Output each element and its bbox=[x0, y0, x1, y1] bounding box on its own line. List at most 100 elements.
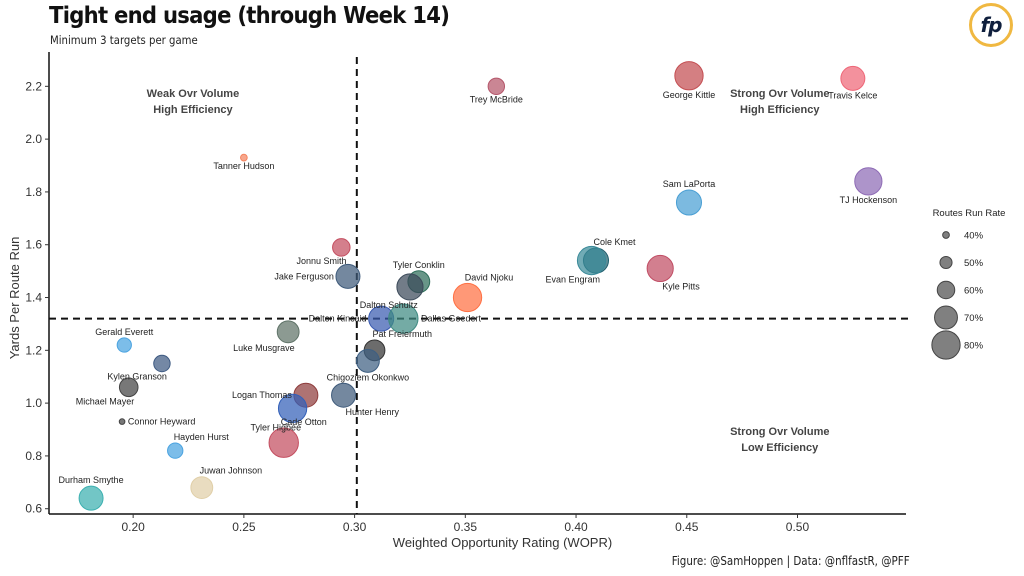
legend-title: Routes Run Rate bbox=[933, 208, 1006, 219]
point-label: Dallas Goedert bbox=[421, 314, 482, 324]
data-point bbox=[840, 65, 866, 91]
reference-lines bbox=[49, 57, 908, 514]
figure-caption: Figure: @SamHoppen | Data: @nflfastR, @P… bbox=[672, 554, 910, 568]
point-label: Michael Mayer bbox=[76, 397, 135, 407]
legend-label: 50% bbox=[964, 258, 984, 269]
quadrant-label: Strong Ovr Volume High Efficiency bbox=[730, 88, 829, 116]
fantasypros-logo: fp bbox=[969, 3, 1013, 47]
point-label: Kylen Granson bbox=[107, 372, 167, 382]
data-point bbox=[388, 303, 419, 334]
data-points bbox=[78, 61, 883, 511]
data-point bbox=[118, 377, 139, 398]
y-tick-label: 1.2 bbox=[25, 343, 42, 357]
data-point bbox=[268, 427, 299, 458]
data-point bbox=[675, 189, 703, 216]
data-point bbox=[78, 485, 104, 511]
point-label: Tanner Hudson bbox=[213, 161, 274, 171]
point-label: George Kittle bbox=[663, 90, 716, 100]
point-label: Tyler Higbee bbox=[251, 423, 302, 433]
quadrant-label-line: High Efficiency bbox=[740, 104, 820, 116]
point-label: Dalton Schultz bbox=[360, 300, 419, 310]
logo-text: fp bbox=[980, 13, 1002, 37]
quadrant-label-line: Strong Ovr Volume bbox=[730, 426, 829, 438]
point-label: Jonnu Smith bbox=[297, 256, 347, 266]
x-tick-label: 0.30 bbox=[343, 520, 367, 534]
legend-label: 70% bbox=[964, 313, 984, 324]
data-point bbox=[854, 167, 883, 196]
point-label: Tyler Conklin bbox=[393, 260, 445, 270]
data-point bbox=[240, 153, 248, 162]
x-tick-label: 0.20 bbox=[121, 520, 145, 534]
data-point bbox=[335, 263, 361, 289]
point-label: Pat Freiermuth bbox=[372, 329, 432, 339]
data-point bbox=[674, 61, 704, 91]
point-label: Juwan Johnson bbox=[200, 466, 263, 476]
x-tick-label: 0.45 bbox=[675, 520, 699, 534]
data-point bbox=[396, 273, 424, 301]
legend-label: 80% bbox=[964, 341, 984, 352]
point-label: Chigoziem Okonkwo bbox=[327, 372, 410, 382]
point-label: TJ Hockenson bbox=[840, 195, 898, 205]
point-label: Evan Engram bbox=[546, 275, 601, 285]
point-label: Gerald Everett bbox=[95, 327, 154, 337]
data-point bbox=[190, 476, 214, 500]
point-label: Durham Smythe bbox=[59, 475, 124, 485]
quadrant-label-line: Low Efficiency bbox=[741, 442, 819, 454]
point-label: Travis Kelce bbox=[828, 90, 877, 100]
y-tick-label: 1.8 bbox=[25, 185, 42, 199]
size-legend: Routes Run Rate 40% 50% 60% 70% 80% bbox=[931, 208, 1006, 360]
x-tick-label: 0.25 bbox=[232, 520, 256, 534]
legend-label: 40% bbox=[964, 231, 984, 242]
legend-size-marker bbox=[931, 330, 961, 360]
point-label: Jake Ferguson bbox=[274, 271, 334, 281]
point-label: Trey McBride bbox=[470, 95, 523, 105]
data-point bbox=[487, 77, 506, 96]
point-label: David Njoku bbox=[465, 272, 514, 282]
data-point bbox=[167, 442, 184, 459]
legend-label: 60% bbox=[964, 286, 984, 297]
y-tick-label: 1.6 bbox=[25, 238, 42, 252]
legend-size-marker bbox=[942, 231, 950, 239]
y-axis-title: Yards Per Route Run bbox=[7, 237, 22, 360]
data-point bbox=[118, 418, 126, 425]
point-label: Sam LaPorta bbox=[663, 179, 716, 189]
data-point bbox=[452, 282, 483, 313]
quadrant-label: Weak Ovr Volume High Efficiency bbox=[147, 88, 240, 116]
quadrant-label-line: Weak Ovr Volume bbox=[147, 88, 240, 100]
point-label: Cade Otton bbox=[281, 417, 327, 427]
data-point bbox=[332, 238, 351, 257]
x-tick-label: 0.35 bbox=[454, 520, 478, 534]
data-point bbox=[355, 348, 380, 373]
point-label: Connor Heyward bbox=[128, 417, 196, 427]
y-tick-label: 0.8 bbox=[25, 449, 42, 463]
quadrant-label-line: Strong Ovr Volume bbox=[730, 88, 829, 100]
point-label: Hunter Henry bbox=[346, 407, 400, 417]
point-label: Hayden Hurst bbox=[174, 432, 230, 442]
chart-subtitle: Minimum 3 targets per game bbox=[50, 33, 198, 47]
x-tick-label: 0.40 bbox=[564, 520, 588, 534]
point-label: Kyle Pitts bbox=[662, 282, 700, 292]
point-label: Cole Kmet bbox=[593, 237, 636, 247]
y-tick-label: 2.2 bbox=[25, 79, 42, 93]
point-labels: Travis Kelce George Kittle Trey McBride Tan… bbox=[59, 90, 898, 485]
point-label: Logan Thomas bbox=[232, 390, 292, 400]
y-tick-label: 1.4 bbox=[25, 291, 42, 305]
data-point bbox=[153, 354, 171, 373]
x-axis-title: Weighted Opportunity Rating (WOPR) bbox=[393, 535, 612, 550]
legend-size-marker bbox=[934, 305, 958, 330]
y-tick-label: 2.0 bbox=[25, 132, 42, 146]
data-point bbox=[646, 254, 674, 283]
data-point bbox=[576, 245, 607, 276]
point-label: Dalton Kincaid bbox=[309, 314, 367, 324]
data-point bbox=[116, 337, 132, 353]
quadrant-label: Strong Ovr Volume Low Efficiency bbox=[730, 426, 829, 454]
data-point bbox=[276, 320, 300, 344]
axes: 0.20 0.25 0.30 0.35 0.40 0.45 0.50 0.6 0.8 1.0 1.2… bbox=[7, 52, 906, 550]
legend-size-marker bbox=[936, 280, 956, 300]
legend-size-marker bbox=[939, 255, 953, 270]
y-tick-label: 1.0 bbox=[25, 396, 42, 410]
data-point bbox=[331, 382, 357, 408]
data-point bbox=[277, 393, 308, 424]
